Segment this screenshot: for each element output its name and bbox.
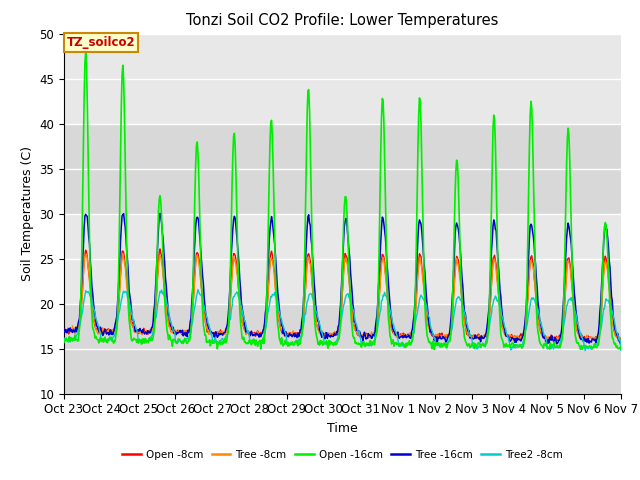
X-axis label: Time: Time — [327, 422, 358, 435]
Bar — [64, 123, 621, 214]
Bar — [64, 303, 621, 394]
Y-axis label: Soil Temperatures (C): Soil Temperatures (C) — [21, 146, 34, 281]
Text: TZ_soilco2: TZ_soilco2 — [67, 36, 136, 49]
Title: Tonzi Soil CO2 Profile: Lower Temperatures: Tonzi Soil CO2 Profile: Lower Temperatur… — [186, 13, 499, 28]
Legend: Open -8cm, Tree -8cm, Open -16cm, Tree -16cm, Tree2 -8cm: Open -8cm, Tree -8cm, Open -16cm, Tree -… — [118, 445, 567, 464]
